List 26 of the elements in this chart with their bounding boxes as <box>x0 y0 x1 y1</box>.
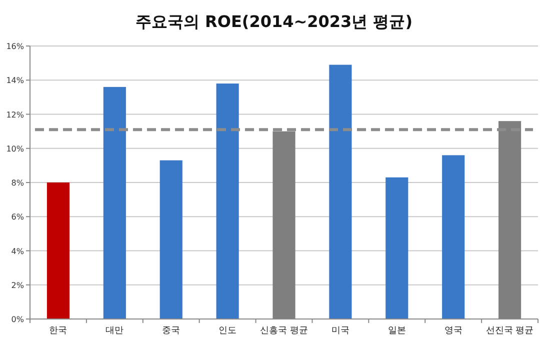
y-tick-label: 12% <box>6 110 24 120</box>
y-tick-label: 14% <box>6 76 24 86</box>
y-tick-label: 10% <box>6 144 24 154</box>
x-tick-label: 미국 <box>331 326 350 336</box>
x-tick-label: 일본 <box>388 326 406 336</box>
bar <box>46 182 70 319</box>
x-tick-label: 중국 <box>162 326 180 336</box>
y-tick-label: 4% <box>11 246 24 256</box>
y-tick-label: 2% <box>11 280 24 290</box>
bar <box>442 155 465 319</box>
y-tick-label: 6% <box>11 212 24 222</box>
y-tick-label: 16% <box>6 42 24 51</box>
x-tick-label: 한국 <box>49 326 68 336</box>
chart-title: 주요국의 ROE(2014~2023년 평균) <box>135 12 413 31</box>
x-tick-label: 대만 <box>106 326 124 336</box>
bar <box>160 160 182 319</box>
x-tick-label: 인도 <box>218 326 237 336</box>
x-tick-label: 선진국 평균 <box>486 326 534 336</box>
bar <box>216 84 239 319</box>
x-tick-label: 신흥국 평균 <box>260 326 308 336</box>
bar <box>103 86 126 319</box>
y-tick-label: 0% <box>11 315 24 324</box>
bar <box>329 64 352 319</box>
y-tick-label: 8% <box>11 178 24 188</box>
bar <box>386 177 408 319</box>
x-tick-label: 영국 <box>444 326 462 336</box>
